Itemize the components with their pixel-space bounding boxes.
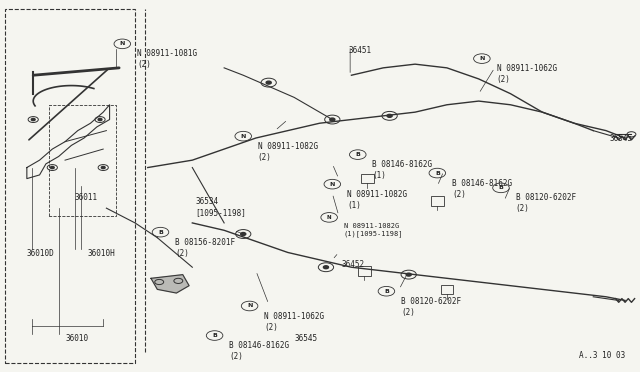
Text: B 08120-6202F
(2): B 08120-6202F (2) [516,193,576,214]
Polygon shape [151,275,189,293]
Text: 36010H: 36010H [87,249,115,258]
Circle shape [406,273,412,276]
Text: 36010: 36010 [65,334,88,343]
Text: N 08911-1082G
(2): N 08911-1082G (2) [258,142,318,162]
Text: N 08911-1081G
(2): N 08911-1081G (2) [137,49,197,70]
Text: 36534
[1095-1198]: 36534 [1095-1198] [195,197,246,217]
Circle shape [266,81,271,84]
Text: 36452: 36452 [342,260,365,269]
Text: B: B [212,333,217,338]
Circle shape [323,266,328,269]
Text: B 08146-8162G
(1): B 08146-8162G (1) [372,160,433,180]
Circle shape [101,166,105,169]
Text: N 08911-1082G
(1): N 08911-1082G (1) [347,190,407,210]
Text: N: N [479,56,484,61]
Text: B: B [355,152,360,157]
Text: B: B [435,171,440,176]
Text: N: N [241,134,246,139]
Text: N: N [330,182,335,187]
Text: B: B [158,230,163,235]
Circle shape [51,166,54,169]
Circle shape [330,118,335,121]
Text: 36545: 36545 [294,334,317,343]
Text: A..3 10 03: A..3 10 03 [579,350,625,359]
Text: B 08146-8162G
(2): B 08146-8162G (2) [229,341,289,361]
Text: B: B [499,185,504,190]
Circle shape [241,232,246,235]
Text: N: N [327,215,332,220]
Text: B 08146-8162G
(2): B 08146-8162G (2) [452,179,512,199]
Text: N 08911-1062G
(2): N 08911-1062G (2) [497,64,557,84]
Text: N 08911-1062G
(2): N 08911-1062G (2) [264,311,324,331]
Text: 36451: 36451 [348,46,371,55]
Text: N: N [247,304,252,308]
Text: 36010D: 36010D [27,249,54,258]
Circle shape [31,118,35,121]
Circle shape [98,118,102,121]
Circle shape [387,114,392,117]
Text: 36545: 36545 [609,134,632,143]
Text: B 08156-8201F
(2): B 08156-8201F (2) [175,238,236,258]
Text: 36011: 36011 [75,193,98,202]
Text: N: N [120,41,125,46]
Text: B: B [384,289,389,294]
Text: N 08911-1082G
(1)[1095-1198]: N 08911-1082G (1)[1095-1198] [344,223,403,237]
Text: B 08120-6202F
(2): B 08120-6202F (2) [401,297,461,317]
